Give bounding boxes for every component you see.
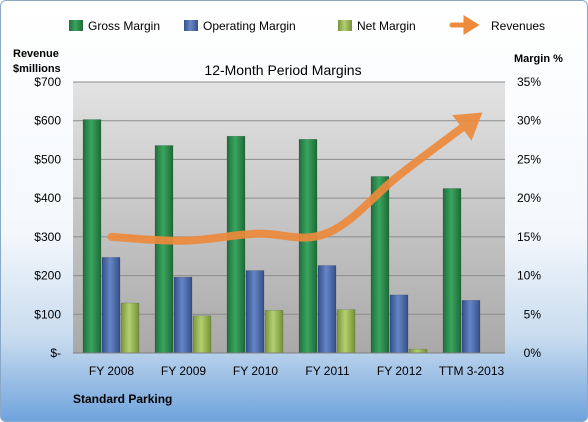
legend-label-gross-margin: Gross Margin <box>88 19 160 33</box>
left-tick-label: $- <box>50 346 61 360</box>
operating-margin-bar <box>461 300 481 354</box>
gross-margin-bar <box>226 135 246 354</box>
left-tick-label: $100 <box>34 307 61 321</box>
category-label: FY 2012 <box>377 364 422 378</box>
legend-label-revenues: Revenues <box>491 19 545 33</box>
gross-margin-bar <box>442 188 462 354</box>
category-label: FY 2009 <box>161 364 206 378</box>
plot-area <box>73 82 505 353</box>
left-tick-label: $300 <box>34 230 61 244</box>
operating-margin-bar <box>245 270 265 354</box>
legend: Gross Margin Operating Margin Net Margin… <box>69 15 545 35</box>
legend-label-operating-margin: Operating Margin <box>203 19 296 33</box>
bars <box>73 119 505 354</box>
left-axis-label-line1: Revenue <box>13 48 59 60</box>
legend-swatch-gross-margin <box>69 20 83 31</box>
left-tick-label: $600 <box>34 114 61 128</box>
operating-margin-bar <box>173 276 193 354</box>
revenue-line-group <box>107 112 483 245</box>
gross-margin-bar <box>298 139 318 354</box>
right-tick-labels: 0% 5% 10% 15% 20% 25% 30% 35% <box>517 75 541 360</box>
net-margin-bar <box>264 310 284 354</box>
right-tick-label: 25% <box>517 152 541 166</box>
right-tick-label: 0% <box>524 346 542 360</box>
right-tick-label: 5% <box>524 307 542 321</box>
right-tick-label: 15% <box>517 230 541 244</box>
right-tick-label: 30% <box>517 114 541 128</box>
left-tick-label: $700 <box>34 75 61 89</box>
right-tick-label: 10% <box>517 269 541 283</box>
legend-swatch-operating-margin <box>184 20 198 31</box>
category-label: FY 2010 <box>233 364 278 378</box>
legend-swatch-net-margin <box>338 20 352 31</box>
category-label: FY 2008 <box>89 364 134 378</box>
operating-margin-bar <box>101 257 121 354</box>
gross-margin-bar <box>82 119 102 354</box>
right-tick-label: 20% <box>517 191 541 205</box>
net-margin-bar <box>336 309 356 354</box>
company-footer: Standard Parking <box>73 392 172 406</box>
left-tick-labels: $- $100 $200 $300 $400 $500 $600 $700 <box>34 75 61 360</box>
net-margin-bar <box>192 315 212 354</box>
right-tick-label: 35% <box>517 75 541 89</box>
operating-margin-bar <box>389 294 409 354</box>
left-tick-label: $500 <box>34 152 61 166</box>
net-margin-bar <box>120 302 140 354</box>
left-axis-label-line2: $millions <box>13 63 61 75</box>
legend-label-net-margin: Net Margin <box>357 19 416 33</box>
net-margin-bar <box>408 348 428 354</box>
right-axis-label: Margin % <box>514 53 563 65</box>
category-labels: FY 2008 FY 2009 FY 2010 FY 2011 FY 2012 TTM 3… <box>89 364 505 378</box>
left-tick-label: $400 <box>34 191 61 205</box>
operating-margin-bar <box>317 265 337 354</box>
left-tick-label: $200 <box>34 269 61 283</box>
gross-margin-bar <box>154 145 174 354</box>
category-label: TTM 3-2013 <box>439 364 505 378</box>
category-label: FY 2011 <box>305 364 350 378</box>
revenue-line <box>107 112 483 245</box>
chart-title: 12-Month Period Margins <box>204 62 361 78</box>
